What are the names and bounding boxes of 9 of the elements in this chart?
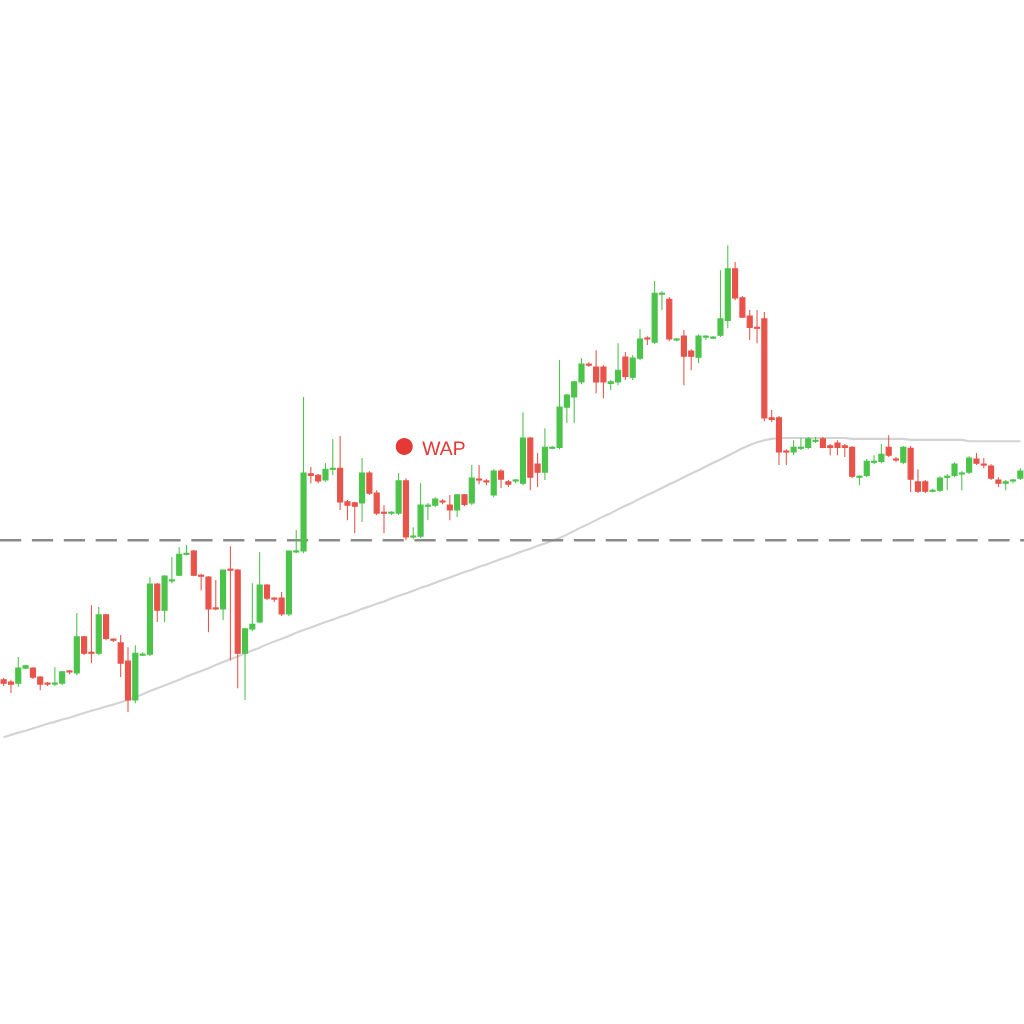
candlestick <box>102 613 110 641</box>
candlestick <box>622 351 629 381</box>
candlestick <box>497 468 505 489</box>
candlestick <box>490 468 497 498</box>
candlestick <box>446 494 453 521</box>
candlestick <box>900 445 907 465</box>
annotation: WAP <box>422 441 465 455</box>
candlestick <box>454 493 461 518</box>
candlestick <box>885 434 892 458</box>
